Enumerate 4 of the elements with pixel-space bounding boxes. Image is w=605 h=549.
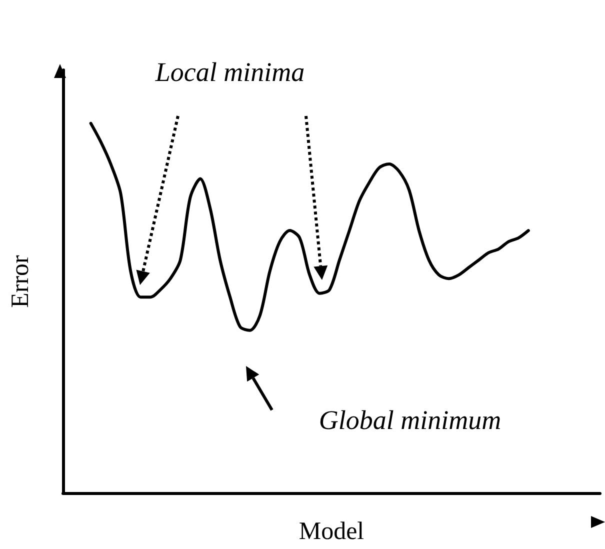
annotation: Global minimum [318,405,502,435]
text: Local minima [154,57,305,87]
y-axis-title: Error [7,254,34,308]
x-axis-title: Model [298,518,364,545]
